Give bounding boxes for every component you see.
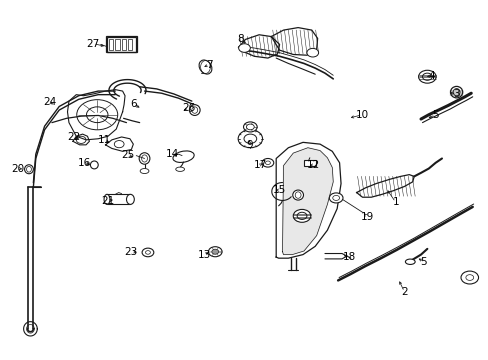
Ellipse shape	[175, 167, 184, 171]
Ellipse shape	[292, 190, 303, 200]
Bar	[107, 194, 130, 204]
Polygon shape	[356, 175, 413, 197]
Text: 22: 22	[67, 132, 81, 142]
Text: 5: 5	[431, 110, 438, 120]
Text: 11: 11	[97, 135, 110, 145]
Bar	[115, 39, 120, 50]
Text: 9: 9	[245, 140, 252, 150]
Circle shape	[238, 130, 262, 148]
Polygon shape	[271, 28, 317, 55]
Text: 19: 19	[360, 212, 373, 221]
Text: 20: 20	[11, 163, 24, 174]
Ellipse shape	[199, 60, 211, 74]
Text: 7: 7	[205, 59, 212, 69]
Bar	[122, 39, 126, 50]
Ellipse shape	[243, 122, 257, 132]
Text: 17: 17	[253, 160, 266, 170]
Text: 15: 15	[272, 185, 285, 195]
Text: 12: 12	[306, 160, 320, 170]
Circle shape	[211, 249, 218, 254]
Text: 1: 1	[391, 197, 398, 207]
Circle shape	[262, 158, 273, 167]
Ellipse shape	[189, 105, 200, 116]
Ellipse shape	[90, 161, 98, 169]
Bar	[304, 160, 316, 166]
Ellipse shape	[24, 165, 33, 174]
Text: 25: 25	[121, 150, 134, 160]
Text: 23: 23	[124, 247, 138, 257]
Ellipse shape	[405, 259, 414, 265]
Text: 18: 18	[342, 252, 355, 262]
Text: 5: 5	[420, 257, 427, 267]
Circle shape	[418, 70, 435, 83]
Ellipse shape	[140, 168, 149, 174]
Text: 27: 27	[86, 39, 100, 49]
Polygon shape	[67, 90, 125, 140]
Text: 6: 6	[130, 99, 136, 109]
Ellipse shape	[173, 151, 194, 162]
Circle shape	[306, 48, 318, 57]
Circle shape	[329, 193, 342, 203]
Text: 21: 21	[101, 196, 114, 206]
Ellipse shape	[139, 153, 150, 164]
Bar	[107, 37, 136, 51]
Text: 10: 10	[355, 110, 368, 120]
Polygon shape	[238, 35, 279, 58]
Ellipse shape	[104, 194, 110, 204]
Circle shape	[293, 210, 310, 222]
Text: 3: 3	[452, 89, 459, 99]
Text: 14: 14	[165, 149, 179, 159]
Ellipse shape	[449, 86, 462, 98]
Text: 2: 2	[400, 287, 407, 297]
Polygon shape	[276, 142, 340, 258]
Text: 8: 8	[237, 35, 244, 44]
Text: 26: 26	[182, 103, 195, 113]
Polygon shape	[105, 137, 133, 151]
Polygon shape	[282, 148, 332, 255]
Bar	[109, 39, 113, 50]
Text: 24: 24	[43, 97, 56, 107]
Bar	[128, 39, 132, 50]
Circle shape	[238, 44, 250, 52]
Ellipse shape	[126, 194, 134, 204]
Bar	[106, 36, 137, 52]
Text: 16: 16	[78, 158, 91, 168]
Text: 13: 13	[198, 249, 211, 260]
Text: 4: 4	[428, 71, 435, 81]
Circle shape	[460, 271, 478, 284]
